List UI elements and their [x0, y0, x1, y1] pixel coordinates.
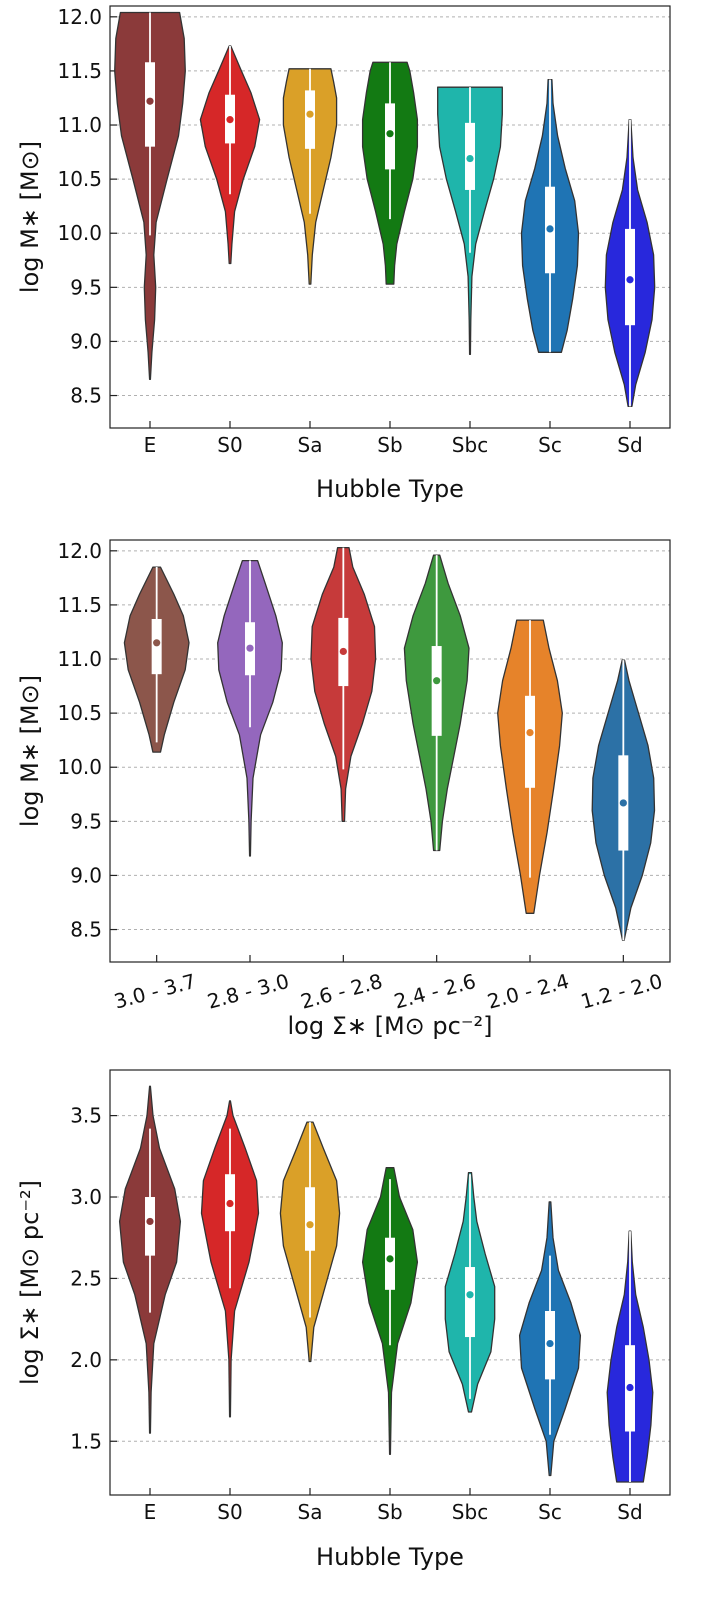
y-tick-label: 12.0: [57, 539, 102, 563]
y-tick-label: 11.5: [57, 59, 102, 83]
y-tick-label: 9.0: [70, 863, 102, 887]
y-tick-label: 3.0: [70, 1185, 102, 1209]
x-tick-label: 2.6 - 2.8: [298, 969, 385, 1014]
iqr-box-2.0 - 2.4: [525, 695, 535, 788]
median-point-2.8 - 3.0: [246, 644, 254, 652]
chart-panel-2: 8.59.09.510.010.511.011.512.03.0 - 3.7 2.…: [16, 539, 671, 1040]
x-tick-label: Sd: [617, 433, 642, 457]
iqr-box-Sa: [305, 90, 315, 149]
median-point-Sd: [626, 276, 634, 284]
median-point-Sa: [306, 110, 314, 118]
x-tick-label: Sb: [377, 433, 402, 457]
x-axis-label: Hubble Type: [316, 1543, 464, 1571]
y-tick-label: 11.5: [57, 593, 102, 617]
x-axis-label: log Σ∗ [M⊙ pc⁻²]: [287, 1012, 492, 1040]
median-point-Sa: [306, 1221, 314, 1229]
x-axis-label: Hubble Type: [316, 475, 464, 503]
iqr-box-E: [145, 1197, 155, 1256]
y-tick-label: 3.5: [70, 1104, 102, 1128]
x-tick-label: E: [144, 433, 157, 457]
median-point-2.0 - 2.4: [526, 729, 534, 737]
median-point-E: [146, 1217, 154, 1226]
median-point-S0: [226, 116, 234, 124]
y-axis-label: log M∗ [M⊙]: [16, 141, 44, 293]
chart-panel-3: 1.5 2.0 2.5 3.0 3.5 E S0 Sa Sb Sbc Sc Sd Hubble Type…: [16, 1069, 671, 1571]
median-point-Sbc: [466, 1291, 474, 1299]
y-tick-label: 12.0: [57, 5, 102, 29]
chart-panel-1: 8.5 9.0 9.5 10.0 10.5 11.0 11.5 12.0 E S0 Sa Sb Sbc S…: [16, 5, 671, 503]
x-tick-label: Sa: [298, 433, 323, 457]
y-tick-label: 2.5: [70, 1266, 102, 1290]
x-tick-label: Sb: [377, 1500, 402, 1524]
x-tick-label: 2.4 - 2.6: [391, 969, 478, 1014]
x-tick-label: 1.2 - 2.0: [578, 969, 665, 1014]
y-tick-label: 10.0: [57, 755, 102, 779]
x-tick-label: S0: [217, 1500, 242, 1524]
y-tick-label: 8.5: [70, 384, 102, 408]
iqr-box-Sbc: [465, 1267, 475, 1338]
x-tick-label: 2.8 - 3.0: [205, 969, 292, 1014]
x-tick-label: E: [144, 1500, 157, 1524]
y-tick-label: 9.5: [70, 809, 102, 833]
median-point-3.0 - 3.7: [153, 639, 161, 647]
y-tick-label: 10.5: [57, 167, 102, 191]
y-tick-label: 11.0: [57, 647, 102, 671]
y-tick-label: 2.0: [70, 1348, 102, 1372]
y-axis-label: log M∗ [M⊙]: [16, 675, 44, 827]
x-tick-label: Sbc: [452, 1500, 488, 1524]
median-point-Sd: [626, 1383, 634, 1392]
median-point-2.6 - 2.8: [339, 647, 347, 656]
y-tick-label: 9.5: [70, 275, 102, 299]
x-tick-label: Sc: [538, 433, 562, 457]
x-tick-label: Sa: [298, 1500, 323, 1524]
median-point-2.4 - 2.6: [433, 677, 441, 685]
y-axis-label: log Σ∗ [M⊙ pc⁻²]: [16, 1180, 44, 1385]
x-tick-label: 2.0 - 2.4: [485, 969, 572, 1014]
x-tick-label: Sd: [617, 1500, 642, 1524]
x-tick-label: 3.0 - 3.7: [111, 969, 198, 1014]
x-tick-label: Sc: [538, 1500, 562, 1524]
iqr-box-2.4 - 2.6: [431, 646, 442, 736]
y-tick-label: 10.5: [57, 701, 102, 725]
median-point-Sb: [386, 130, 394, 138]
median-point-E: [146, 97, 154, 105]
median-point-Sc: [546, 225, 554, 233]
iqr-box-3.0 - 3.7: [151, 618, 162, 675]
median-point-Sc: [546, 1339, 554, 1348]
y-tick-label: 10.0: [57, 221, 102, 245]
y-tick-label: 11.0: [57, 113, 102, 137]
median-point-S0: [226, 1199, 234, 1208]
x-tick-label: Sbc: [452, 433, 488, 457]
x-tick-label: S0: [217, 433, 242, 457]
y-tick-label: 8.5: [70, 918, 102, 942]
iqr-box-Sb: [385, 1237, 395, 1290]
median-point-1.2 - 2.0: [619, 799, 627, 807]
median-point-Sb: [386, 1255, 394, 1263]
iqr-box-Sa: [305, 1187, 315, 1251]
plot-frame: [109, 539, 671, 963]
y-tick-label: 1.5: [70, 1429, 102, 1453]
median-point-Sbc: [466, 154, 474, 163]
y-tick-label: 9.0: [70, 329, 102, 353]
